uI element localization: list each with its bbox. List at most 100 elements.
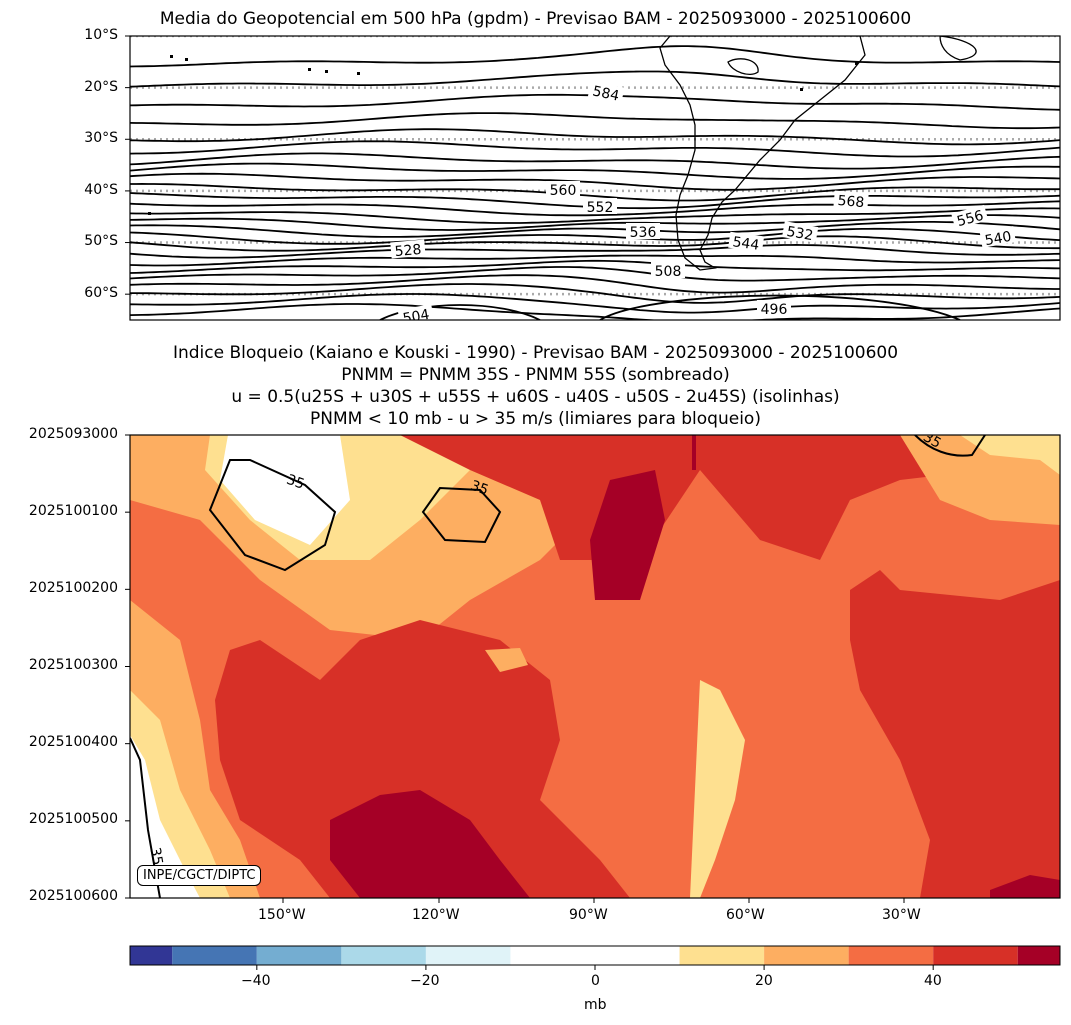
heatmap-contour-label: 35	[284, 472, 306, 493]
geopotential-contour	[130, 214, 1060, 231]
geopotential-contour	[130, 259, 1060, 274]
map-contour-label-group: 552	[583, 198, 617, 216]
heatmap-filled-region	[130, 735, 200, 898]
geopotential-contour	[130, 182, 1060, 202]
map-ytick-40s: 40°S	[84, 182, 118, 198]
island-marker	[855, 62, 858, 65]
heatmap-ytick-3: 2025100200	[28, 580, 118, 596]
geopotential-contour	[379, 304, 541, 320]
island-marker	[148, 212, 151, 215]
contour-label-bg	[626, 223, 660, 239]
colorbar-tick-neg20: −20	[410, 973, 440, 989]
geopotential-contour	[130, 303, 1060, 320]
colorbar-segment	[341, 946, 426, 965]
heatmap-filled-region	[215, 620, 630, 898]
geopotential-contour	[130, 274, 1060, 294]
map-contour-label: 560	[550, 183, 577, 199]
lake-outline	[727, 58, 759, 76]
map-contour-label: 584	[591, 83, 621, 104]
contour-label-bg	[728, 231, 765, 253]
geopotential-contour	[599, 294, 961, 320]
geopotential-contour	[130, 235, 1060, 252]
colorbar-tick-20: 20	[755, 973, 773, 989]
contour-label-bg	[390, 239, 426, 259]
map-contour-label-group: 504	[397, 304, 434, 320]
contour-label-bg	[546, 181, 580, 197]
u-contour-35	[208, 459, 337, 572]
geopotential-contour	[130, 140, 1060, 158]
map-contour-label-group: 540	[979, 226, 1016, 249]
map-contour-label-group: 508	[651, 262, 685, 280]
colorbar-segment	[848, 946, 934, 965]
heatmap-filled-region	[990, 875, 1060, 898]
map-contour-label-group: 532	[782, 221, 819, 244]
heatmap-title-line-3: u = 0.5(u25S + u30S + u55S + u60S - u40S…	[231, 387, 840, 407]
geopotential-contour	[130, 152, 1060, 170]
heatmap-ytick-1: 2025093000	[28, 426, 118, 442]
u-contour-35	[130, 737, 161, 898]
heatmap-ytick-2: 2025100100	[28, 503, 118, 519]
colorbar-tick-40: 40	[924, 973, 942, 989]
heatmap-contour-label: 35	[147, 846, 166, 866]
heatmap-filled-region	[400, 435, 1000, 560]
contour-label-bg	[979, 226, 1016, 248]
heatmap-filled-region	[850, 570, 1060, 898]
map-ytick-50s: 50°S	[84, 233, 118, 249]
map-title: Media do Geopotencial em 500 hPa (gpdm) …	[159, 9, 912, 29]
map-contour-label: 540	[984, 229, 1013, 249]
map-contour-label-group: 528	[390, 239, 426, 260]
heatmap-xtick-90w: 90°W	[569, 907, 608, 923]
map-contour-label: 528	[394, 242, 422, 260]
map-ytick-30s: 30°S	[84, 130, 118, 146]
map-ytick-10s: 10°S	[84, 27, 118, 43]
island-marker	[170, 55, 173, 58]
geopotential-contour	[130, 266, 1060, 282]
heatmap-filled-region	[330, 790, 530, 898]
geopotential-contour	[130, 254, 1060, 267]
colorbar-segment	[130, 946, 173, 965]
geopotential-contour	[130, 112, 1060, 130]
colorbar-segment	[172, 946, 257, 965]
contour-label-bg	[583, 198, 617, 214]
colorbar-segment	[1017, 946, 1060, 965]
map-contour-label-group: 568	[833, 190, 869, 211]
map-ytick-20s: 20°S	[84, 79, 118, 95]
island-marker	[800, 88, 803, 91]
contour-label-bg	[951, 204, 989, 230]
coast-outline	[939, 36, 977, 61]
contour-label-bg	[833, 190, 869, 210]
map-contour-label-group: 584	[587, 80, 625, 105]
geopotential-contour	[130, 221, 1060, 238]
contour-label-bg	[397, 304, 434, 320]
u-contour-35	[421, 486, 502, 544]
island-marker	[357, 72, 360, 75]
heatmap-xtick-30w: 30°W	[882, 907, 921, 923]
map-contour-label-group: 556	[951, 204, 989, 230]
south-america-coastline	[659, 36, 866, 271]
colorbar-segment	[679, 946, 765, 965]
contour-label-bg	[651, 262, 685, 278]
heatmap-title-line-4: PNMM < 10 mb - u > 35 m/s (limiares para…	[310, 409, 761, 429]
contour-label-bg	[587, 80, 625, 104]
heatmap-ytick-7: 2025100600	[28, 888, 118, 904]
map-contour-label: 532	[785, 224, 814, 244]
contour-label-bg	[782, 221, 819, 243]
heatmap-title-line-2: PNMM = PNMM 35S - PNMM 55S (sombreado)	[341, 365, 730, 385]
geopotential-contour	[130, 128, 1060, 146]
heatmap-ytick-6: 2025100500	[28, 811, 118, 827]
heatmap-xtick-120w: 120°W	[412, 907, 460, 923]
contour-label-bg	[757, 300, 791, 316]
map-contour-label-group: 544	[728, 231, 765, 254]
map-ytick-60s: 60°S	[84, 285, 118, 301]
heatmap-filled-region	[485, 648, 528, 672]
map-contour-label-group: 496	[757, 300, 791, 318]
geopotential-contour	[130, 207, 1060, 224]
map-contour-label: 544	[732, 234, 761, 254]
heatmap-filled-region	[220, 435, 350, 545]
map-contour-label: 508	[655, 264, 682, 280]
colorbar-segment	[256, 946, 342, 965]
heatmap-filled-region	[960, 435, 1060, 475]
credit-badge: INPE/CGCT/DIPTC	[137, 865, 262, 886]
u-contour-35	[914, 435, 986, 457]
